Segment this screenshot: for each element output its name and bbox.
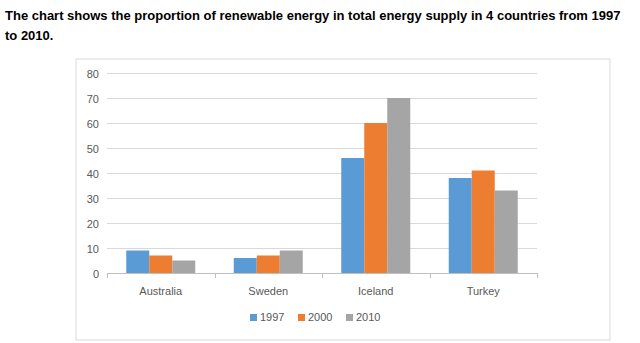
y-tick-label: 50 xyxy=(87,143,99,155)
bar xyxy=(126,251,149,274)
grid-line xyxy=(107,148,537,149)
bar xyxy=(387,98,410,273)
legend-label: 1997 xyxy=(260,311,284,323)
bar xyxy=(280,251,303,274)
bar xyxy=(364,123,387,273)
bar xyxy=(234,258,257,273)
legend-swatch xyxy=(250,314,257,321)
chart-frame xyxy=(76,59,610,340)
bar xyxy=(341,158,364,273)
x-tick-label: Sweden xyxy=(248,285,288,297)
legend-swatch xyxy=(298,314,305,321)
x-tick xyxy=(322,273,323,278)
bar xyxy=(257,256,280,274)
bar xyxy=(449,178,472,273)
grid-line xyxy=(107,73,537,74)
x-tick-label: Turkey xyxy=(467,285,501,297)
grid-line xyxy=(107,123,537,124)
y-tick-label: 60 xyxy=(87,118,99,130)
legend-label: 2010 xyxy=(356,311,380,323)
y-tick-label: 10 xyxy=(87,243,99,255)
y-tick-label: 30 xyxy=(87,193,99,205)
bar xyxy=(172,261,195,274)
y-tick-label: 70 xyxy=(87,93,99,105)
x-tick xyxy=(215,273,216,278)
legend-swatch xyxy=(346,314,353,321)
bar xyxy=(472,171,495,274)
x-tick xyxy=(107,273,108,278)
bar xyxy=(149,256,172,274)
bars xyxy=(126,98,518,273)
grid-line xyxy=(107,98,537,99)
x-tick xyxy=(430,273,431,278)
x-tick xyxy=(537,273,538,278)
legend-label: 2000 xyxy=(308,311,332,323)
y-tick-label: 0 xyxy=(93,268,99,280)
x-tick-label: Iceland xyxy=(358,285,393,297)
chart-title: The chart shows the proportion of renewa… xyxy=(5,6,630,46)
y-tick-label: 40 xyxy=(87,168,99,180)
y-tick-label: 20 xyxy=(87,218,99,230)
chart-svg: 0 10 20 30 40 50 60 70 80 Australia Sweden Iceland T… xyxy=(0,0,640,343)
x-tick-label: Australia xyxy=(139,285,183,297)
bar xyxy=(495,191,518,274)
y-tick-label: 80 xyxy=(87,68,99,80)
